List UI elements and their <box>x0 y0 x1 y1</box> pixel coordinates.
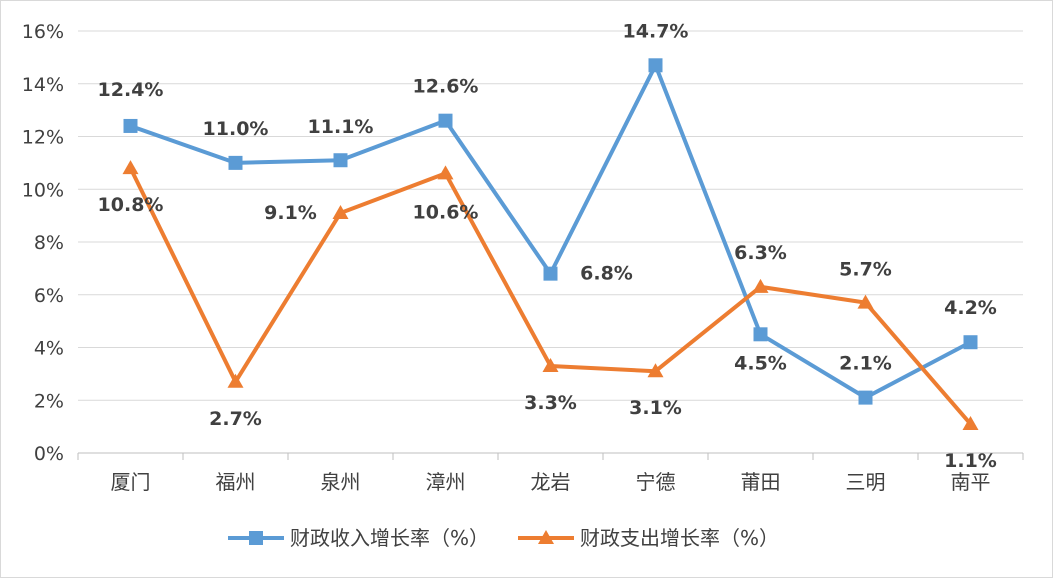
revenue-data-label: 11.1% <box>308 116 374 138</box>
expenditure-point-marker <box>542 357 559 372</box>
y-tick-label: 4% <box>34 338 64 360</box>
y-tick-label: 10% <box>22 179 64 201</box>
revenue-point-marker <box>438 113 453 128</box>
revenue-point-marker <box>753 327 768 342</box>
expenditure-point-marker <box>962 415 979 430</box>
legend-expenditure-label: 财政支出增长率（%） <box>580 526 779 550</box>
revenue-data-label: 2.1% <box>839 353 892 375</box>
expenditure-data-label: 1.1% <box>944 450 997 472</box>
legend-revenue-label: 财政收入增长率（%） <box>290 526 489 550</box>
y-tick-label: 2% <box>34 390 64 412</box>
expenditure-point-marker <box>332 204 349 219</box>
expenditure-point-marker <box>752 278 769 293</box>
expenditure-data-label: 6.3% <box>734 242 787 264</box>
revenue-data-label: 6.8% <box>580 263 633 285</box>
revenue-data-label: 4.5% <box>734 352 787 374</box>
x-axis: 厦门 福州 泉州 漳州 龙岩 宁德 莆田 三明 南平 <box>77 453 1024 494</box>
revenue-point-marker <box>543 266 558 281</box>
revenue-point-marker <box>123 118 138 133</box>
y-axis-tick-labels: 0% 2% 4% 6% 8% 10% 12% 14% 16% <box>22 21 64 465</box>
x-category-label: 宁德 <box>636 470 676 494</box>
x-category-label: 泉州 <box>321 470 361 494</box>
x-category-label: 福州 <box>216 470 256 494</box>
legend-expenditure-marker <box>538 530 554 544</box>
revenue-point-marker <box>333 153 348 168</box>
revenue-data-label: 12.4% <box>98 79 164 101</box>
revenue-point-marker <box>228 155 243 170</box>
expenditure-data-label: 3.1% <box>629 397 682 419</box>
x-category-label: 三明 <box>846 470 886 494</box>
gridlines <box>78 30 1023 454</box>
x-category-label: 南平 <box>951 470 991 494</box>
revenue-data-label: 11.0% <box>203 118 269 140</box>
y-tick-label: 14% <box>22 74 64 96</box>
x-category-label: 漳州 <box>426 470 466 494</box>
y-tick-label: 0% <box>34 443 64 465</box>
legend-revenue-marker <box>249 531 263 545</box>
x-category-label: 龙岩 <box>531 470 571 494</box>
expenditure-data-label: 5.7% <box>839 259 892 281</box>
y-tick-label: 6% <box>34 285 64 307</box>
expenditure-point-marker <box>857 294 874 309</box>
expenditure-data-label: 3.3% <box>524 392 577 414</box>
x-category-label: 莆田 <box>741 470 781 494</box>
y-tick-label: 16% <box>22 21 64 43</box>
expenditure-point-marker <box>227 373 244 388</box>
revenue-point-marker <box>648 58 663 73</box>
revenue-point-marker <box>858 390 873 405</box>
expenditure-data-label: 10.6% <box>413 201 479 223</box>
expenditure-point-marker <box>647 363 664 378</box>
revenue-data-label: 14.7% <box>623 20 689 42</box>
expenditure-point-marker <box>122 160 139 175</box>
y-tick-label: 8% <box>34 232 64 254</box>
expenditure-point-marker <box>437 165 454 180</box>
expenditure-data-label: 10.8% <box>98 194 164 216</box>
revenue-point-marker <box>963 335 978 350</box>
data-labels: 12.4% 11.0% 11.1% 12.6% 6.8% 14.7% 4.5% 2.1% 4.2… <box>98 20 997 472</box>
expenditure-data-label: 9.1% <box>264 202 317 224</box>
expenditure-data-label: 2.7% <box>209 408 262 430</box>
revenue-data-label: 12.6% <box>413 76 479 98</box>
revenue-data-label: 4.2% <box>944 297 997 319</box>
legend: 财政收入增长率（%） 财政支出增长率（%） <box>228 526 779 550</box>
x-category-label: 厦门 <box>111 470 151 494</box>
y-tick-label: 12% <box>22 127 64 149</box>
series-group <box>122 58 979 430</box>
